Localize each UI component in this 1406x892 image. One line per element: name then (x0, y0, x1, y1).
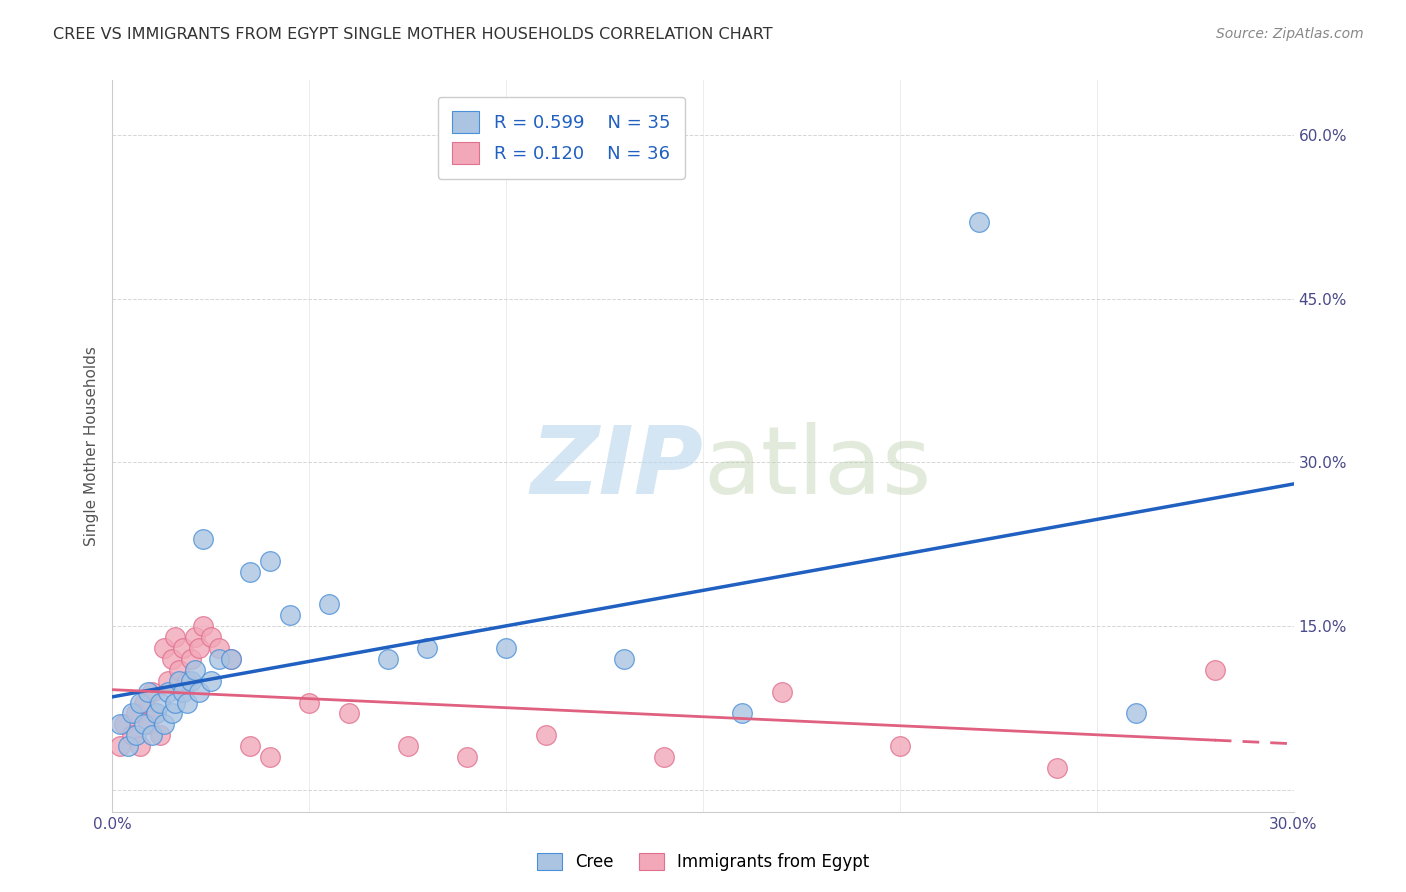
Point (278, 608, 301, 623)
Point (110, 739, 132, 754)
Point (160, 652, 183, 666)
Point (219, 652, 242, 666)
Text: ZIP: ZIP (530, 422, 703, 514)
Point (188, 640, 211, 655)
Point (156, 673, 179, 688)
Point (180, 673, 202, 688)
Point (1125, 706, 1147, 721)
Legend: R = 0.599    N = 35, R = 0.120    N = 36: R = 0.599 N = 35, R = 0.120 N = 36 (437, 96, 685, 178)
Point (239, 565, 262, 579)
Point (172, 640, 194, 655)
Point (184, 663, 207, 677)
Point (239, 739, 262, 754)
Point (191, 532, 214, 546)
Point (165, 630, 187, 644)
Point (259, 750, 281, 764)
Point (125, 706, 148, 721)
Point (416, 640, 439, 655)
Point (534, 728, 557, 742)
Point (129, 696, 152, 710)
Point (377, 652, 399, 666)
Point (208, 640, 231, 655)
Point (967, 215, 990, 229)
Legend: Cree, Immigrants from Egypt: Cree, Immigrants from Egypt (529, 845, 877, 880)
Point (152, 717, 174, 731)
Point (156, 684, 179, 698)
Text: CREE VS IMMIGRANTS FROM EGYPT SINGLE MOTHER HOUSEHOLDS CORRELATION CHART: CREE VS IMMIGRANTS FROM EGYPT SINGLE MOT… (53, 27, 773, 42)
Point (121, 728, 143, 742)
Point (136, 717, 159, 731)
Point (152, 640, 174, 655)
Point (456, 750, 478, 764)
Point (117, 739, 139, 754)
Point (169, 673, 191, 688)
Point (613, 652, 636, 666)
Point (172, 684, 194, 698)
Point (145, 706, 167, 721)
Point (200, 673, 222, 688)
Point (169, 663, 191, 677)
Point (180, 652, 202, 666)
Point (1204, 663, 1226, 677)
Point (208, 652, 231, 666)
Point (165, 696, 187, 710)
Point (125, 728, 148, 742)
Point (770, 684, 793, 698)
Point (176, 696, 198, 710)
Point (337, 706, 360, 721)
Point (132, 696, 155, 710)
Point (731, 706, 754, 721)
Point (112, 717, 135, 731)
Point (160, 706, 183, 721)
Y-axis label: Single Mother Households: Single Mother Households (83, 346, 98, 546)
Point (132, 717, 155, 731)
Point (318, 597, 340, 611)
Point (1046, 761, 1069, 775)
Point (184, 630, 207, 644)
Point (141, 684, 163, 698)
Point (396, 739, 419, 754)
Point (136, 684, 159, 698)
Point (149, 696, 172, 710)
Text: atlas: atlas (703, 422, 931, 514)
Text: Source: ZipAtlas.com: Source: ZipAtlas.com (1216, 27, 1364, 41)
Point (176, 673, 198, 688)
Point (200, 630, 222, 644)
Point (889, 739, 911, 754)
Point (219, 652, 242, 666)
Point (652, 750, 675, 764)
Point (129, 739, 152, 754)
Point (259, 554, 281, 568)
Point (145, 706, 167, 721)
Point (149, 728, 172, 742)
Point (141, 728, 163, 742)
Point (495, 640, 517, 655)
Point (121, 706, 143, 721)
Point (110, 717, 132, 731)
Point (188, 684, 211, 698)
Point (298, 696, 321, 710)
Point (191, 619, 214, 633)
